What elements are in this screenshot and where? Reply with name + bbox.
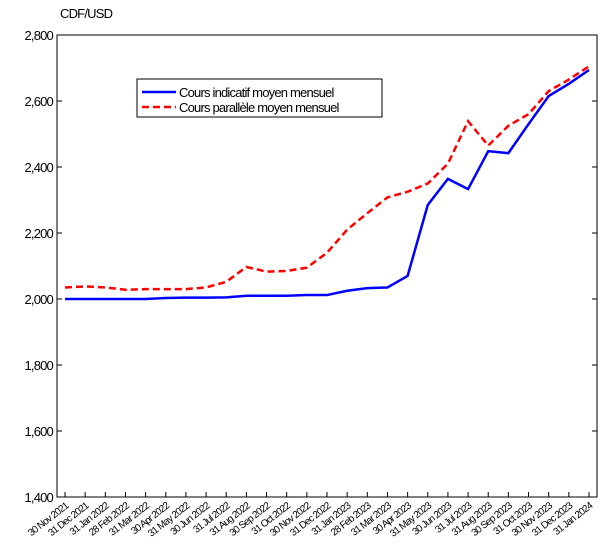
legend-box xyxy=(136,78,383,118)
legend-label: Cours parallèle moyen mensuel xyxy=(179,100,340,115)
series-line xyxy=(65,68,590,301)
y-tick-label: 2,600 xyxy=(24,94,53,109)
y-axis-unit: CDF/USD xyxy=(60,6,113,21)
y-tick-label: 1,600 xyxy=(24,424,53,439)
y-tick-label: 1,800 xyxy=(24,358,53,373)
y-tick-label: 2,400 xyxy=(24,160,53,175)
y-tick-label: 2,200 xyxy=(24,226,53,241)
y-tick-label: 1,400 xyxy=(24,490,53,505)
y-tick-label: 2,000 xyxy=(24,292,53,307)
y-tick-label: 2,800 xyxy=(24,28,53,43)
legend-label: Cours indicatif moyen mensuel xyxy=(179,85,334,100)
